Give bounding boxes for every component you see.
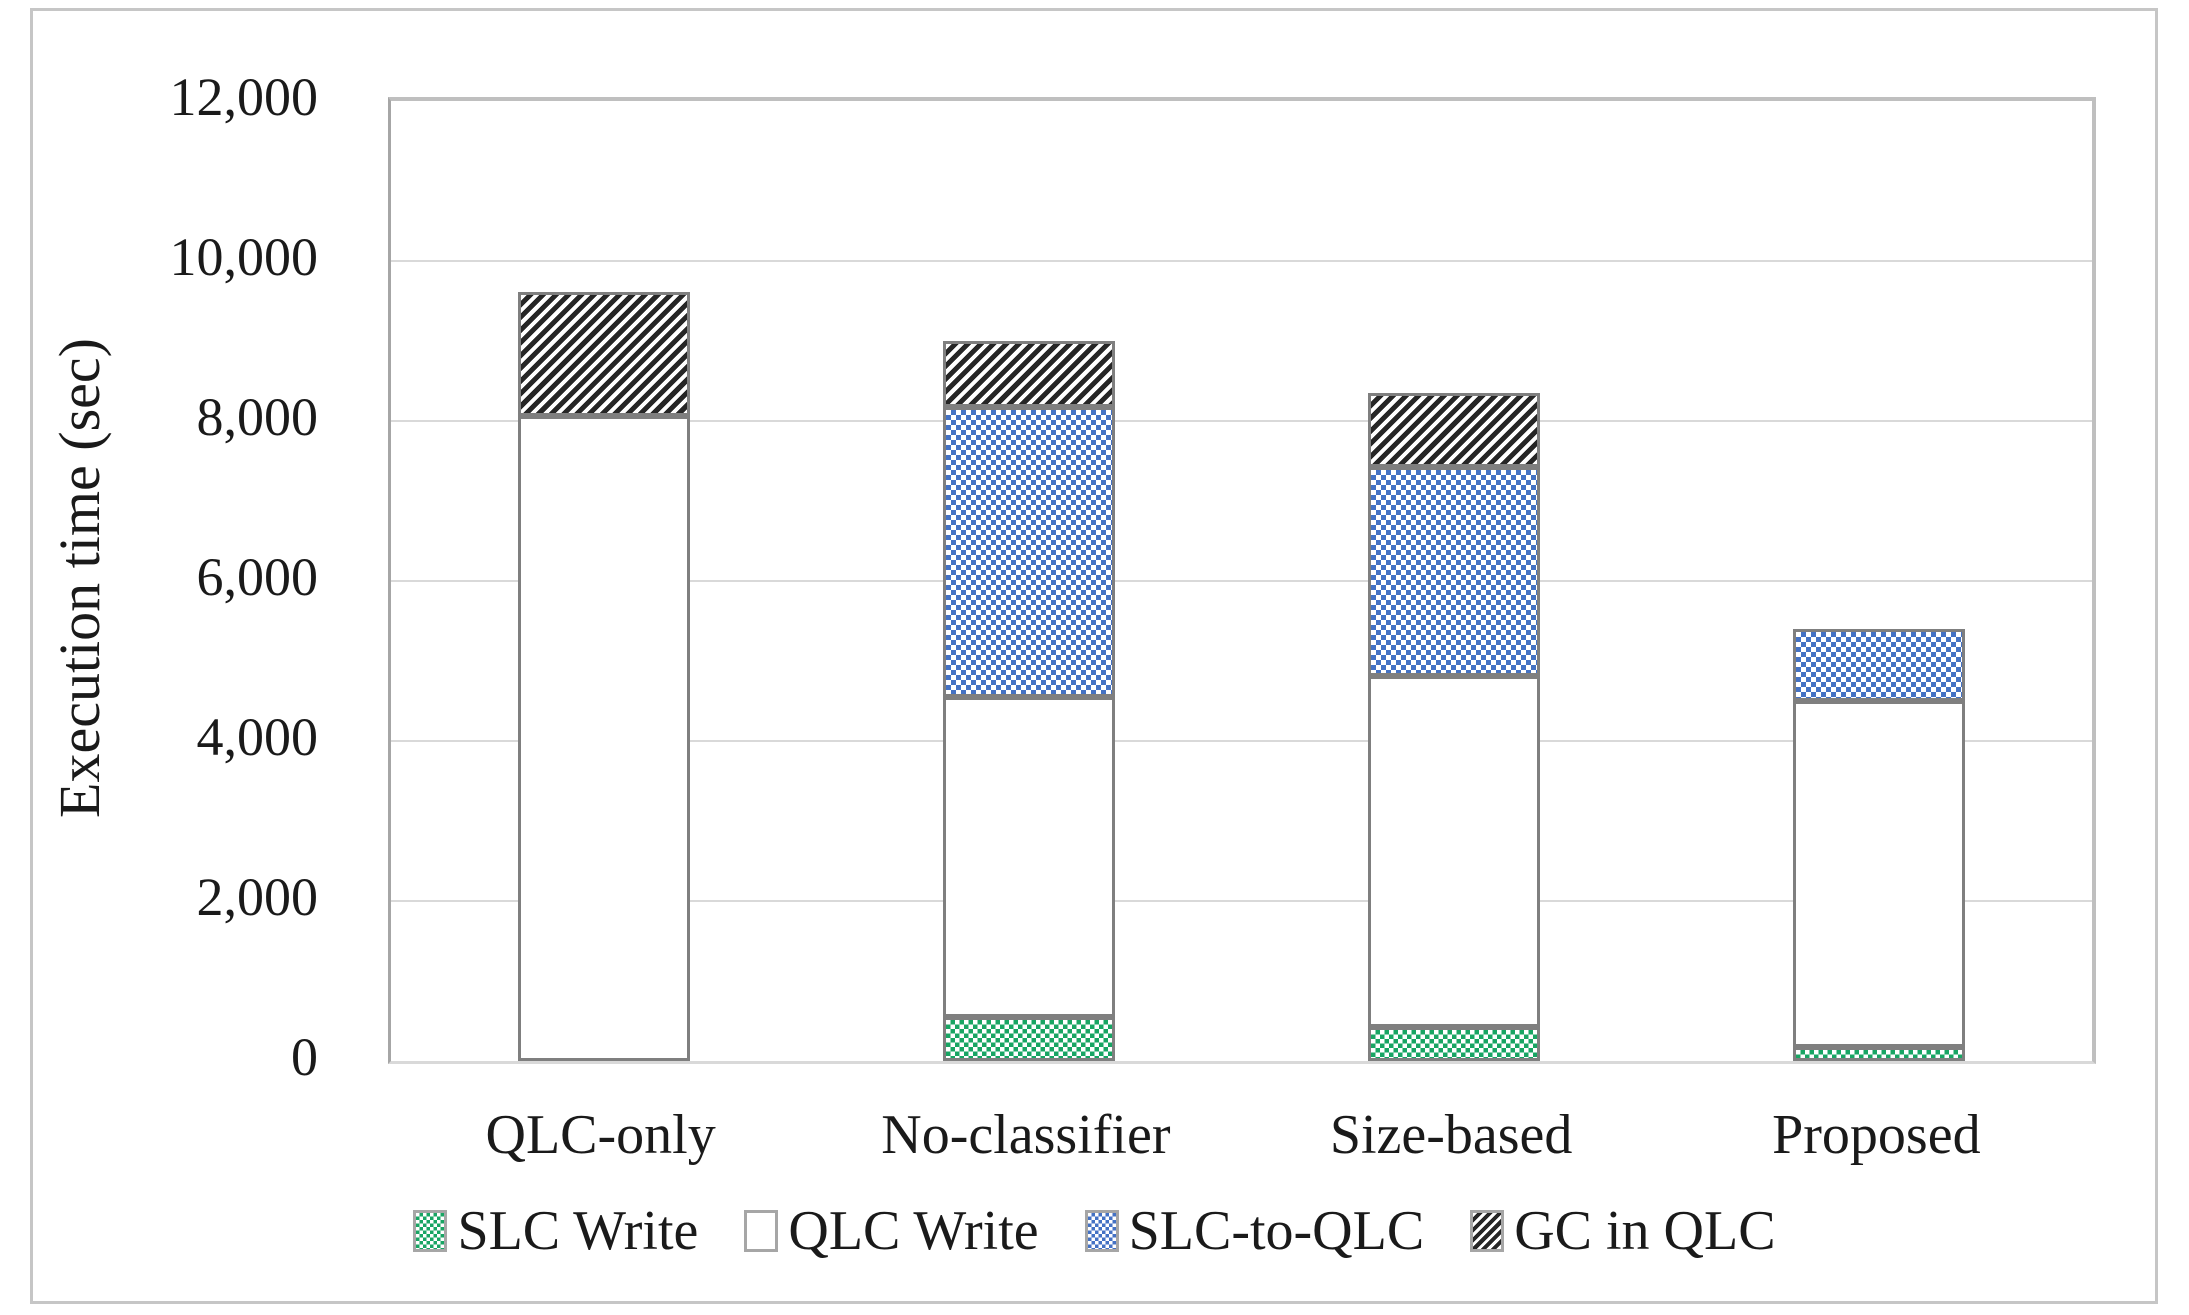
bar-segment-qlc-write [1793, 701, 1966, 1048]
legend-swatch-icon [1470, 1210, 1505, 1252]
x-category-label: QLC-only [485, 1104, 716, 1166]
legend-label: SLC-to-QLC [1128, 1200, 1425, 1262]
stacked-bar-QLC-only [517, 292, 690, 1061]
y-tick-label: 2,000 [196, 867, 319, 927]
y-axis-tick-labels: 0 2,000 4,000 6,000 8,000 10,000 12,000 [0, 0, 319, 1315]
bar-segment-gc-in-qlc [517, 292, 690, 417]
bar-segment-slc-to-qlc [1368, 466, 1541, 677]
y-tick-label: 6,000 [196, 547, 319, 607]
bar-segment-gc-in-qlc [1368, 393, 1541, 467]
stacked-bar-No-classifier [942, 341, 1115, 1061]
stacked-bar-Size-based [1368, 393, 1541, 1061]
y-tick-label: 0 [291, 1027, 318, 1087]
category-slot-Proposed [1667, 101, 2092, 1061]
bar-segment-slc-write [1793, 1047, 1966, 1061]
legend-label: GC in QLC [1514, 1200, 1776, 1262]
x-category-label: Proposed [1772, 1104, 1981, 1166]
legend-item-gc-in-qlc: GC in QLC [1470, 1196, 1776, 1266]
bar-segment-qlc-write [517, 416, 690, 1061]
legend-label: SLC Write [457, 1200, 699, 1262]
legend-item-slc-write: SLC Write [413, 1196, 698, 1266]
x-category-label: No-classifier [881, 1104, 1171, 1166]
bar-segment-gc-in-qlc [942, 341, 1115, 407]
category-slot-QLC-only [391, 101, 816, 1061]
category-slot-No-classifier [816, 101, 1241, 1061]
legend-item-qlc-write: QLC Write [744, 1196, 1039, 1266]
bar-segment-qlc-write [1368, 676, 1541, 1028]
y-tick-label: 12,000 [169, 67, 319, 127]
x-category-label: Size-based [1329, 1104, 1573, 1166]
bar-segment-slc-to-qlc [1793, 629, 1966, 702]
y-tick-label: 4,000 [196, 707, 319, 767]
stacked-bar-Proposed [1793, 629, 1966, 1061]
bars-container [391, 101, 2092, 1061]
legend-swatch-icon [744, 1210, 779, 1252]
bar-segment-slc-to-qlc [942, 406, 1115, 697]
y-tick-label: 10,000 [169, 227, 319, 287]
legend-item-slc-to-qlc: SLC-to-QLC [1084, 1196, 1425, 1266]
gridline [391, 580, 2092, 582]
bar-segment-qlc-write [942, 697, 1115, 1017]
gridline [391, 420, 2092, 422]
plot-area [388, 97, 2096, 1064]
gridline [391, 740, 2092, 742]
x-axis-category-labels: QLC-only No-classifier Size-based Proposed [388, 1100, 2089, 1170]
category-slot-Size-based [1242, 101, 1667, 1061]
y-tick-label: 8,000 [196, 387, 319, 447]
legend-swatch-icon [1084, 1210, 1119, 1252]
gridline [391, 900, 2092, 902]
bar-segment-slc-write [942, 1017, 1115, 1061]
bar-segment-slc-write [1368, 1027, 1541, 1061]
legend-swatch-icon [413, 1210, 448, 1252]
legend: SLC Write QLC Write SLC-to-QLC GC in QLC [0, 1196, 2189, 1266]
legend-label: QLC Write [788, 1200, 1039, 1262]
gridline [391, 260, 2092, 262]
